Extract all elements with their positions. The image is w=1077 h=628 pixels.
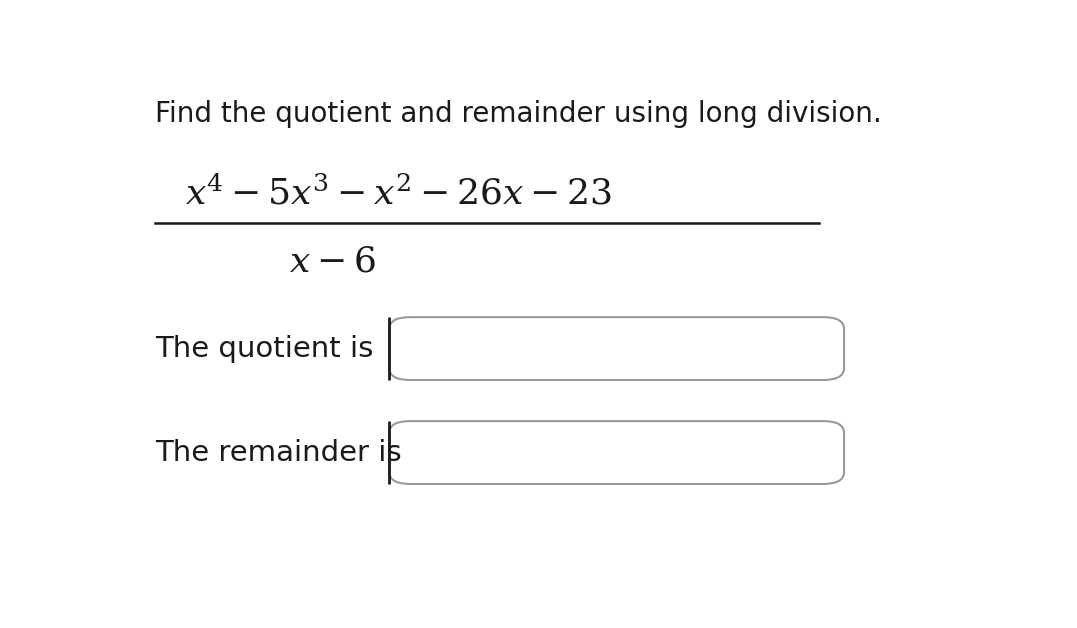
FancyBboxPatch shape [389,317,844,380]
Text: The remainder is: The remainder is [155,438,402,467]
Text: Find the quotient and remainder using long division.: Find the quotient and remainder using lo… [155,99,882,127]
Text: $x^4 - 5x^3 - x^2 - 26x - 23$: $x^4 - 5x^3 - x^2 - 26x - 23$ [185,176,612,212]
Text: The quotient is: The quotient is [155,335,374,362]
FancyBboxPatch shape [389,421,844,484]
Text: $x - 6$: $x - 6$ [289,244,376,279]
